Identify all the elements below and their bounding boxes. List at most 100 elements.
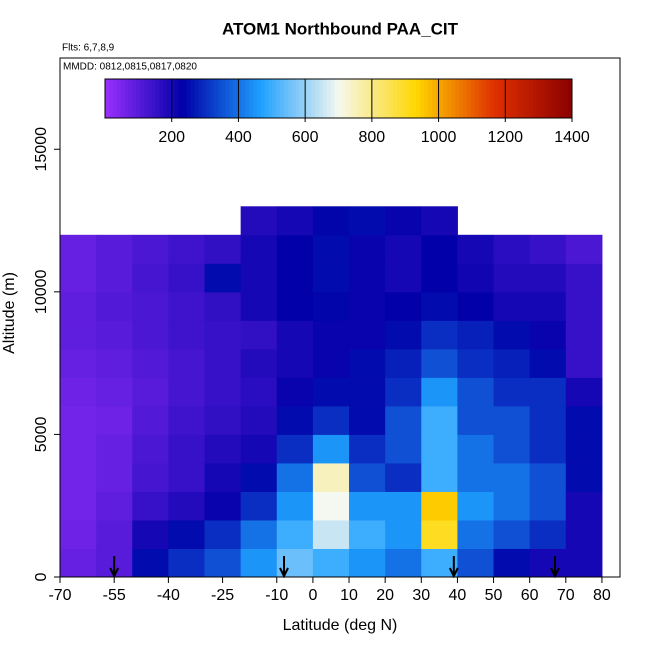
heat-cell <box>204 434 242 464</box>
heat-cell <box>457 548 495 578</box>
heat-cell <box>421 519 458 549</box>
colorbar-swatch <box>190 79 196 118</box>
heat-cell <box>96 434 133 464</box>
heat-cell <box>385 519 422 549</box>
heat-cell <box>168 519 206 549</box>
heat-cell <box>421 405 458 435</box>
y-axis-label: Altitude (m) <box>1 272 18 354</box>
heat-cell <box>132 434 169 464</box>
colorbar-tick-label: 200 <box>158 129 185 146</box>
heat-cell <box>276 206 314 236</box>
heat-cell <box>421 234 458 264</box>
heat-cell <box>529 491 567 521</box>
colorbar-swatch <box>326 79 332 118</box>
heat-cell <box>312 263 350 293</box>
heat-cell <box>204 491 242 521</box>
colorbar-swatch <box>295 79 301 118</box>
heat-cell <box>132 291 169 321</box>
heat-cell <box>240 263 278 293</box>
heat-cell <box>132 377 169 407</box>
heat-cell <box>96 348 133 378</box>
heat-cell <box>493 320 531 350</box>
heat-cell <box>168 234 206 264</box>
colorbar-swatch <box>490 79 495 118</box>
colorbar-swatch <box>498 79 503 118</box>
heat-cell <box>421 462 458 492</box>
colorbar-swatch <box>291 79 297 118</box>
heat-cell <box>276 491 314 521</box>
colorbar-swatch <box>315 79 320 118</box>
heat-cell <box>385 462 422 492</box>
colorbar-swatch <box>147 79 153 118</box>
heat-cell <box>565 434 603 464</box>
heat-cell <box>312 206 350 236</box>
colorbar-swatch <box>136 79 141 118</box>
heat-cell <box>457 291 495 321</box>
heat-cell <box>493 291 531 321</box>
colorbar-swatch <box>533 79 538 118</box>
colorbar-swatch <box>342 79 347 118</box>
colorbar-swatch <box>268 79 273 118</box>
colorbar-swatch <box>163 79 168 118</box>
colorbar-swatch <box>319 79 324 118</box>
heat-cell <box>385 434 422 464</box>
heat-cell <box>132 348 169 378</box>
heat-cell <box>204 234 242 264</box>
heat-cell <box>565 348 603 378</box>
colorbar-tick-label: 1400 <box>554 129 590 146</box>
heat-cell <box>312 405 350 435</box>
colorbar-swatch <box>466 79 472 118</box>
colorbar-swatch <box>474 79 480 118</box>
heat-cell <box>312 491 350 521</box>
heat-cell <box>168 291 206 321</box>
colorbar-swatch <box>217 79 223 118</box>
heat-cell <box>240 320 278 350</box>
heat-cell <box>276 377 314 407</box>
colorbar-swatch <box>373 79 378 118</box>
heat-cell <box>421 263 458 293</box>
colorbar-swatch <box>478 79 483 118</box>
heat-cell <box>493 462 531 492</box>
colorbar-swatch <box>525 79 530 118</box>
heat-cell <box>312 320 350 350</box>
heat-cell <box>204 462 242 492</box>
heat-cell <box>168 548 206 578</box>
colorbar-swatch <box>548 79 554 118</box>
colorbar-swatch <box>377 79 382 118</box>
flight-arrow <box>448 556 459 579</box>
x-tick-label: 60 <box>521 587 539 604</box>
heat-cell <box>565 548 603 578</box>
heat-cell <box>168 491 206 521</box>
colorbar-swatch <box>435 79 441 118</box>
heat-cell <box>349 462 386 492</box>
heat-cell <box>457 491 495 521</box>
colorbar-swatch <box>346 79 351 118</box>
colorbar-swatch <box>428 79 433 118</box>
colorbar-swatch <box>509 79 515 118</box>
colorbar-swatch <box>552 79 557 118</box>
heat-cell <box>204 348 242 378</box>
colorbar-swatch <box>178 79 184 118</box>
colorbar-swatch <box>334 79 339 118</box>
colorbar-swatch <box>167 79 172 118</box>
x-tick-label: 30 <box>412 587 430 604</box>
heat-cell <box>385 548 422 578</box>
heat-cell <box>385 263 422 293</box>
colorbar-swatch <box>276 79 281 118</box>
x-axis-label: Latitude (deg N) <box>283 617 398 634</box>
heat-cell <box>60 548 97 578</box>
colorbar-swatch <box>186 79 192 118</box>
heat-cell <box>276 234 314 264</box>
heat-cell <box>529 234 567 264</box>
colorbar-swatch <box>357 79 363 118</box>
heat-cell <box>96 263 133 293</box>
heat-cell <box>349 491 386 521</box>
y-tick-label: 0 <box>33 572 50 581</box>
colorbar-swatch <box>280 79 285 118</box>
colorbar-swatch <box>443 79 448 118</box>
x-tick-label: -55 <box>103 587 126 604</box>
colorbar-swatch <box>221 79 227 118</box>
overlay: MMDD: 0812,0815,0817,0820 -70 -55 -40 -25 -10… <box>33 57 621 604</box>
heat-cell <box>493 434 531 464</box>
colorbar-tick-label: 400 <box>225 129 252 146</box>
